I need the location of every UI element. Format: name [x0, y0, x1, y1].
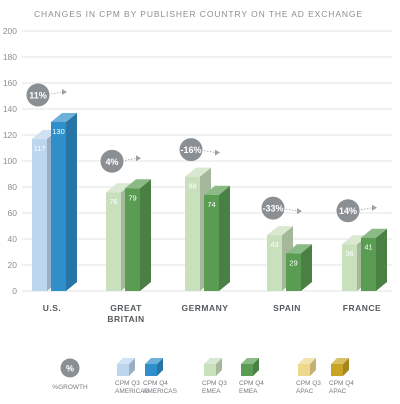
legend-growth-badge	[60, 358, 80, 378]
y-tick-label: 100	[3, 156, 17, 166]
growth-arrow-line	[360, 207, 374, 211]
growth-arrow-head	[297, 208, 302, 215]
growth-badge	[26, 83, 50, 107]
growth-label: -33%	[262, 204, 283, 214]
growth-arrow-head	[62, 89, 67, 95]
y-tick-label: 120	[3, 130, 17, 140]
legend-growth-symbol: %	[66, 364, 74, 374]
legend-label-line2: AMERICAS	[143, 388, 178, 395]
y-tick-label: 200	[3, 26, 17, 36]
legend-swatch	[298, 358, 316, 376]
data-label-q4: 130	[52, 127, 65, 136]
legend-label-line2: APAC	[329, 388, 347, 395]
bar-q4	[51, 113, 77, 291]
category-label: FRANCE	[343, 303, 381, 313]
y-tick-label: 60	[8, 208, 18, 218]
growth-badge	[261, 196, 285, 220]
y-tick-label: 0	[12, 286, 17, 296]
growth-badge	[336, 199, 360, 223]
growth-badge	[179, 138, 203, 162]
category-label: U.S.	[43, 303, 62, 313]
legend-swatch	[204, 358, 222, 376]
legend-label-line1: CPM Q3	[296, 380, 321, 387]
data-label-q4: 74	[207, 200, 215, 209]
growth-label: 14%	[339, 206, 357, 216]
growth-arrow-line	[124, 157, 138, 161]
y-tick-label: 80	[8, 182, 18, 192]
data-label-q4: 79	[128, 193, 136, 202]
legend-label-line2: EMEA	[239, 388, 258, 395]
category-label-line1: GREAT	[110, 303, 142, 313]
chart-title: CHANGES IN CPM BY PUBLISHER COUNTRY ON T…	[34, 9, 364, 19]
data-label-q3: 43	[270, 240, 278, 249]
legend-swatch	[331, 358, 349, 376]
category-label: SPAIN	[273, 303, 301, 313]
legend-label-line1: CPM Q3	[115, 380, 140, 387]
growth-label: 4%	[105, 157, 118, 167]
legend-label-line2: AMERICAS	[115, 388, 150, 395]
growth-arrow-head	[136, 155, 141, 162]
y-tick-label: 20	[8, 260, 18, 270]
growth-arrow-head	[372, 204, 377, 211]
y-tick-label: 160	[3, 78, 17, 88]
y-tick-label: 40	[8, 234, 18, 244]
category-label-line2: BRITAIN	[107, 314, 144, 324]
legend-swatch	[117, 358, 135, 376]
growth-arrow-line	[203, 150, 217, 153]
category-label: GERMANY	[182, 303, 229, 313]
bar-q4	[361, 228, 387, 291]
growth-arrow-line	[285, 208, 299, 212]
growth-label: 11%	[29, 91, 47, 101]
legend-label-line2: APAC	[296, 388, 314, 395]
legend-growth-label: %GROWTH	[52, 384, 88, 391]
legend-swatch	[241, 358, 259, 376]
data-label-q4: 29	[289, 258, 297, 267]
legend-label-line1: CPM Q4	[329, 380, 354, 387]
legend-label-line1: CPM Q4	[143, 380, 168, 387]
bar-q4	[204, 185, 230, 291]
y-tick-label: 180	[3, 52, 17, 62]
data-label-q3: 36	[345, 249, 353, 258]
bar-q4	[125, 179, 151, 291]
data-label-q4: 41	[364, 243, 372, 252]
data-label-q3: 88	[188, 182, 196, 191]
growth-badge	[100, 149, 124, 173]
growth-label: -16%	[180, 145, 201, 155]
y-tick-label: 140	[3, 104, 17, 114]
legend-label-line1: CPM Q3	[202, 380, 227, 387]
growth-arrow-line	[50, 91, 64, 95]
data-label-q3: 117	[34, 144, 46, 153]
legend-label-line2: EMEA	[202, 388, 221, 395]
data-label-q3: 76	[109, 197, 117, 206]
legend-label-line1: CPM Q4	[239, 380, 264, 387]
legend-swatch	[145, 358, 163, 376]
bar-q4	[286, 244, 312, 291]
growth-arrow-head	[215, 149, 220, 156]
